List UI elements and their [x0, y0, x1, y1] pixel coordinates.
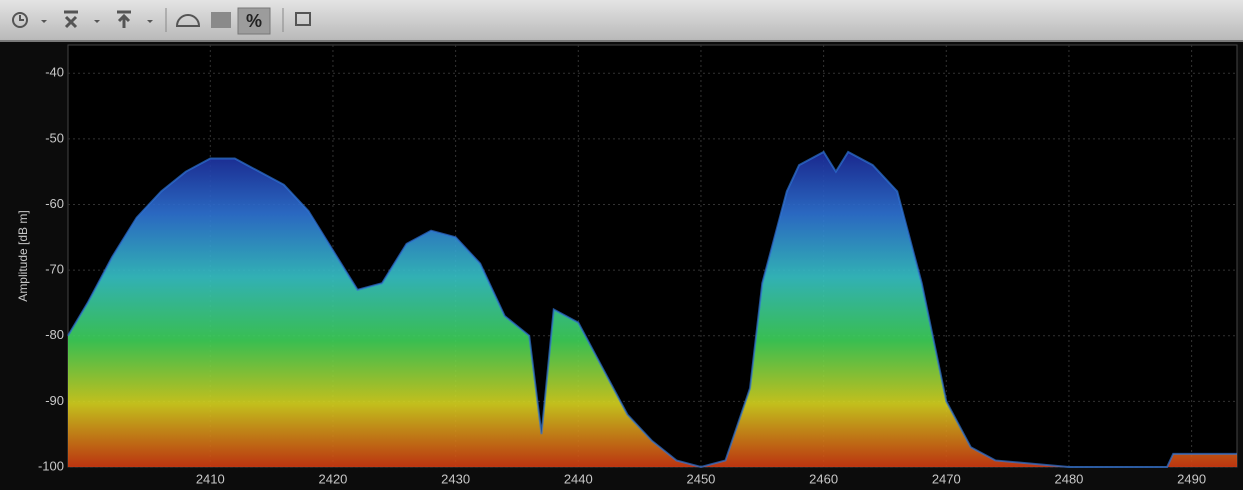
x-tick-label: 2470 — [932, 471, 961, 486]
percent-label: % — [246, 11, 262, 31]
gauge-button[interactable] — [175, 14, 201, 27]
dropdown[interactable] — [147, 20, 153, 23]
clear-button[interactable] — [64, 10, 78, 29]
y-tick-label: -60 — [45, 196, 64, 211]
x-tick-label: 2460 — [809, 471, 838, 486]
y-tick-label: -100 — [38, 458, 64, 473]
clock-button[interactable] — [12, 12, 28, 28]
toolbar: % — [0, 0, 1243, 42]
clock-hands — [19, 15, 24, 21]
y-tick-label: -50 — [45, 130, 64, 145]
x-tick-label: 2440 — [564, 471, 593, 486]
x-tick-label: 2490 — [1177, 471, 1206, 486]
spectrum-area — [68, 151, 1237, 467]
y-axis-label: Amplitude [dB m] — [16, 210, 30, 301]
dropdown[interactable] — [41, 20, 47, 23]
y-tick-label: -70 — [45, 262, 64, 277]
x-tick-label: 2480 — [1054, 471, 1083, 486]
window-button[interactable] — [295, 12, 311, 26]
y-tick-label: -80 — [45, 327, 64, 342]
x-tick-label: 2420 — [318, 471, 347, 486]
percent-button[interactable] — [237, 7, 271, 35]
chart: Amplitude [dB m] -40 -50 -60 -70 -80 -90 -100 2… — [16, 44, 1238, 486]
x-tick-label: 2450 — [686, 471, 715, 486]
dropdown[interactable] — [94, 20, 100, 23]
x-tick-label: 2430 — [441, 471, 470, 486]
spectrum-envelope — [67, 150, 1237, 469]
toolbar-icons: % — [12, 7, 311, 35]
density-button[interactable] — [211, 12, 231, 28]
y-tick-label: -90 — [45, 393, 64, 408]
x-tick-label: 2410 — [196, 471, 225, 486]
peak-button[interactable] — [117, 10, 131, 28]
y-tick-label: -40 — [45, 65, 64, 80]
